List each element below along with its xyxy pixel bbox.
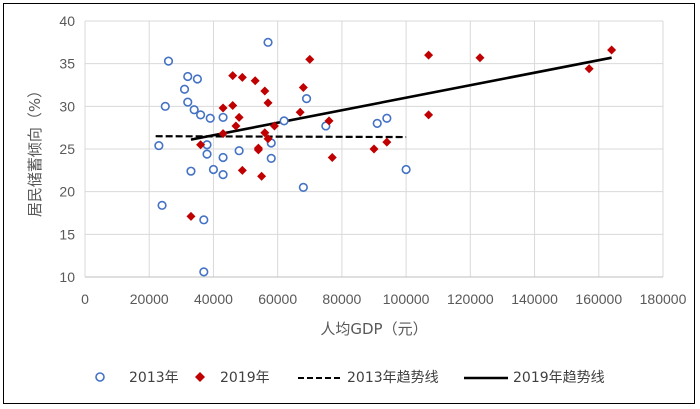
legend-marker-2013 [95, 372, 105, 382]
point-2013 [372, 118, 382, 128]
y-tick-label: 30 [59, 98, 75, 114]
data-points [154, 37, 617, 277]
point-2013 [157, 200, 167, 210]
point-2019 [263, 98, 273, 108]
point-2019 [324, 116, 334, 126]
point-2013 [186, 166, 196, 176]
x-tick-label: 80000 [322, 291, 361, 307]
point-2019 [607, 45, 617, 55]
point-2013 [189, 105, 199, 115]
point-2019 [228, 100, 238, 110]
point-2013 [199, 215, 209, 225]
legend-label-2013-trend: 2013年趋势线 [347, 370, 439, 386]
y-tick-label: 35 [59, 56, 75, 72]
chart-frame [3, 3, 695, 404]
point-2019 [218, 103, 228, 113]
point-2019 [260, 128, 270, 138]
gridlines [85, 20, 664, 277]
point-2019 [269, 121, 279, 131]
legend-label-2019: 2019年 [220, 370, 270, 386]
axes [84, 21, 663, 278]
y-axis-title: 居民储蓄倾向（%） [26, 83, 44, 217]
point-2019 [305, 54, 315, 64]
point-2013 [266, 153, 276, 163]
point-2013 [192, 74, 202, 84]
y-tick-label: 20 [59, 184, 75, 200]
point-2013 [202, 149, 212, 159]
point-2013 [154, 140, 164, 151]
x-tick-label: 180000 [640, 291, 687, 307]
point-2019 [260, 86, 270, 96]
point-2013 [179, 84, 190, 94]
tick-labels: 10 15 20 25 30 35 40 0 20000 40000 60000 80000 10000… [59, 13, 686, 307]
point-2019 [186, 211, 196, 221]
point-2013 [218, 152, 228, 163]
point-2019 [424, 110, 434, 120]
point-2019 [218, 129, 228, 139]
point-2013 [279, 116, 289, 126]
point-2013 [218, 170, 228, 180]
point-2019 [424, 50, 434, 60]
point-2013 [205, 113, 215, 123]
point-2013 [160, 101, 170, 111]
y-tick-label: 10 [59, 269, 75, 285]
point-2019 [257, 171, 267, 181]
x-tick-label: 20000 [130, 291, 169, 307]
trendline-2019 [190, 56, 612, 141]
x-tick-label: 140000 [511, 291, 558, 307]
point-2019 [231, 121, 241, 131]
point-2013 [208, 164, 219, 175]
trendlines [155, 56, 612, 141]
legend-label-2013: 2013年 [129, 370, 179, 386]
point-2013 [183, 71, 193, 82]
x-tick-label: 160000 [575, 291, 622, 307]
point-2013 [196, 110, 206, 120]
y-tick-label: 40 [59, 13, 75, 29]
point-2013 [382, 113, 392, 123]
point-2019 [228, 71, 238, 81]
x-tick-label: 60000 [258, 291, 297, 307]
point-2013 [298, 182, 308, 192]
y-tick-label: 15 [59, 226, 75, 242]
legend-marker-2019 [195, 372, 205, 382]
point-2013 [263, 37, 273, 47]
legend-label-2019-trend: 2019年趋势线 [513, 370, 605, 386]
point-2019 [369, 144, 379, 154]
point-2019 [382, 137, 392, 147]
point-2013 [218, 112, 228, 123]
legend: 2013年 2019年 2013年趋势线 2019年趋势线 [95, 370, 605, 386]
y-tick-label: 25 [59, 141, 75, 157]
point-2013 [321, 121, 331, 131]
trendline-2013 [155, 135, 407, 139]
x-tick-label: 120000 [447, 291, 494, 307]
point-2019 [295, 107, 305, 117]
x-axis-title: 人均GDP（元） [320, 320, 427, 338]
point-2019 [234, 112, 244, 122]
x-tick-label: 0 [81, 291, 89, 307]
point-2019 [253, 145, 263, 155]
point-2013 [401, 164, 411, 175]
point-2013 [183, 97, 193, 107]
point-2019 [584, 64, 594, 74]
point-2019 [250, 76, 260, 86]
point-2019 [475, 53, 485, 63]
x-tick-label: 100000 [383, 291, 430, 307]
point-2019 [237, 165, 247, 175]
point-2013 [301, 94, 312, 104]
point-2019 [327, 153, 337, 163]
point-2019 [263, 134, 273, 144]
point-2013 [199, 267, 209, 277]
point-2019 [298, 83, 308, 93]
point-2019 [196, 140, 206, 150]
point-2019 [237, 72, 247, 82]
x-tick-label: 40000 [194, 291, 233, 307]
point-2013 [163, 56, 174, 66]
point-2013 [234, 146, 244, 156]
